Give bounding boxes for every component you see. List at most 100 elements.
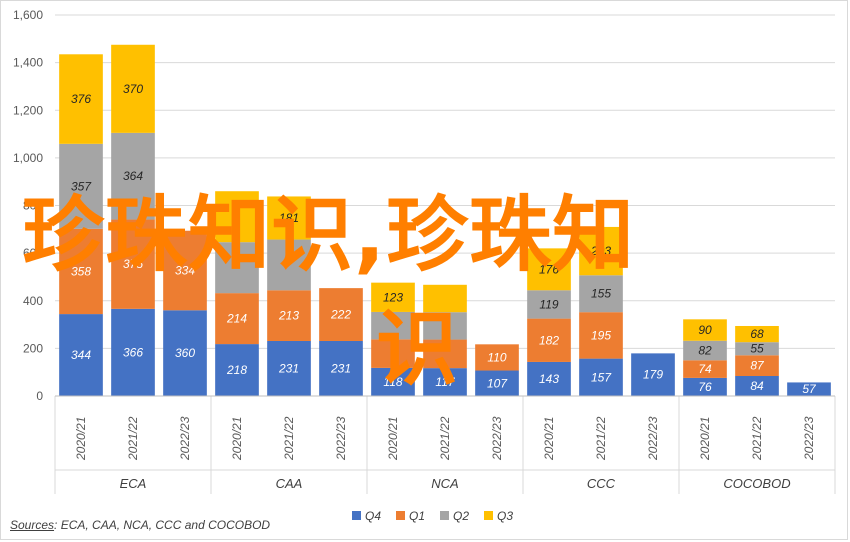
data-label: 231 [278,361,299,375]
bars [59,44,831,396]
x-category-label: 2022/23 [802,416,816,461]
bar-q4 [423,368,467,396]
bar-q4 [683,377,727,396]
x-group-label: COCOBOD [723,476,790,491]
bar-q3 [215,191,259,243]
bar-q2 [111,132,155,220]
bar-q1 [475,344,519,371]
bar-q1 [735,355,779,376]
data-label: 68 [750,327,764,341]
bar-q3 [267,196,311,240]
legend-swatch-q1 [396,511,405,520]
data-label: 82 [698,344,712,358]
data-label: 179 [643,368,663,382]
y-tick-label: 0 [36,389,43,403]
x-group-label: NCA [431,476,458,491]
x-group-label: ECA [120,476,147,491]
y-tick-label: 800 [23,199,43,213]
data-label: 157 [591,370,612,384]
bar-q2 [423,312,467,340]
bar-q3 [735,325,779,343]
data-label: 370 [123,82,143,96]
bar-q4 [527,361,571,396]
y-tick-label: 600 [23,246,43,260]
y-tick-label: 1,400 [13,56,43,70]
y-tick-label: 1,200 [13,103,43,117]
data-label: 55 [750,342,764,356]
x-group-label: CCC [587,476,616,491]
data-label: 107 [487,376,508,390]
x-category-label: 2022/23 [646,416,660,461]
data-label: 213 [278,309,299,323]
data-label: 90 [698,323,712,337]
data-label: 376 [71,92,91,106]
source-label: Sources [10,518,55,532]
x-category-label: 2020/21 [698,417,712,461]
data-label: 176 [539,262,559,276]
data-label: 74 [698,362,712,376]
x-category-label: 2021/22 [126,416,140,461]
data-label: 375 [123,257,143,271]
x-category-label: 2022/23 [178,416,192,461]
y-tick-label: 400 [23,294,43,308]
bar-q4 [59,314,103,396]
bar-q1 [579,312,623,359]
data-label: 222 [330,308,351,322]
data-label: 87 [750,359,765,373]
bar-q2 [527,290,571,319]
legend-label-q1: Q1 [409,509,425,523]
data-label: 358 [71,264,91,278]
y-tick-label: 200 [23,341,43,355]
bar-q2 [59,143,103,229]
legend-label-q4: Q4 [365,509,381,523]
data-label: 334 [175,264,195,278]
bar-q3 [527,248,571,291]
bar-q4 [735,375,779,396]
legend: Q4 Q1 Q2 Q3 [352,509,513,523]
data-label: 360 [175,346,195,360]
data-label: 231 [330,361,351,375]
bar-q2 [371,311,415,340]
x-category-label: 2021/22 [594,416,608,461]
bar-q1 [371,339,415,368]
bar-q1 [319,288,363,341]
data-label: 110 [487,350,506,364]
bar-q4 [631,353,675,396]
bar-q3 [59,54,103,144]
data-label: 182 [539,333,559,347]
data-label: 117 [435,375,455,389]
watermark-text: 珍珠知识,珍珠知 [22,188,636,283]
x-category-label: 2020/21 [74,417,88,461]
data-label: 155 [591,287,611,301]
bar-q2 [683,340,727,361]
x-category-label: 2020/21 [230,417,244,461]
bar-q1 [267,290,311,341]
bar-q4 [163,310,207,396]
data-label: 143 [539,372,559,386]
data-label: 181 [279,211,299,225]
bar-q4 [267,340,311,396]
data-label: 118 [383,375,402,389]
bar-q1 [111,219,155,309]
bar-q4 [215,344,259,396]
legend-swatch-q2 [440,511,449,520]
data-label: 344 [71,348,91,362]
data-label: 195 [591,328,611,342]
data-labels: 344 358 357 376 366 375 364 370 360 334 218 214 231 2… [71,82,817,396]
data-label: 76 [698,380,712,394]
data-label: 123 [383,290,403,304]
legend-label-q3: Q3 [497,509,513,523]
bar-q2 [215,242,259,294]
bar-q1 [163,230,207,311]
y-tick-label: 1,000 [13,151,43,165]
y-tick-label: 1,600 [13,8,43,22]
bar-q1 [527,318,571,362]
data-label: 218 [226,363,247,377]
x-category-label: 2021/22 [750,416,764,461]
bar-q4 [319,340,363,396]
bar-q1 [59,228,103,315]
y-axis-ticks: 0 200 400 600 800 1,000 1,200 1,400 1,600 [13,8,43,403]
bar-q4 [111,308,155,396]
